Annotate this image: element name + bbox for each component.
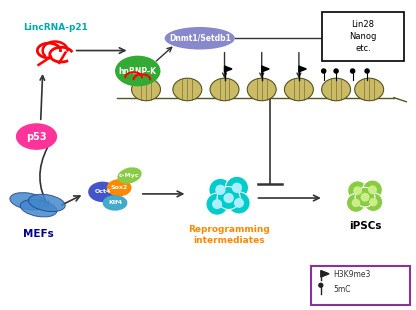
- Circle shape: [228, 192, 250, 214]
- Circle shape: [217, 187, 240, 210]
- Text: hnRNP-K: hnRNP-K: [119, 67, 157, 76]
- Circle shape: [364, 193, 383, 211]
- Text: iPSCs: iPSCs: [349, 220, 381, 231]
- Circle shape: [318, 283, 324, 288]
- Circle shape: [334, 69, 338, 73]
- Circle shape: [223, 193, 234, 203]
- Text: p53: p53: [26, 131, 47, 142]
- FancyBboxPatch shape: [311, 266, 411, 304]
- Circle shape: [232, 183, 242, 193]
- Ellipse shape: [107, 179, 131, 196]
- Ellipse shape: [173, 78, 202, 101]
- Circle shape: [363, 180, 382, 200]
- Circle shape: [355, 187, 375, 207]
- Ellipse shape: [115, 56, 161, 86]
- Polygon shape: [262, 66, 269, 72]
- Text: MEFs: MEFs: [23, 229, 54, 239]
- Circle shape: [348, 181, 367, 201]
- Text: c-Myc: c-Myc: [119, 173, 140, 178]
- Ellipse shape: [103, 195, 127, 211]
- Ellipse shape: [285, 78, 313, 101]
- Ellipse shape: [10, 193, 47, 210]
- Circle shape: [352, 199, 360, 207]
- Circle shape: [206, 193, 228, 215]
- Polygon shape: [225, 66, 232, 72]
- Circle shape: [353, 186, 362, 195]
- Ellipse shape: [28, 194, 65, 212]
- Circle shape: [234, 198, 244, 208]
- Text: Sox2: Sox2: [111, 185, 128, 190]
- Text: Klf4: Klf4: [108, 201, 122, 206]
- Circle shape: [209, 178, 232, 201]
- FancyBboxPatch shape: [322, 12, 404, 61]
- Polygon shape: [321, 271, 329, 277]
- Circle shape: [212, 199, 222, 209]
- Text: 5mC: 5mC: [333, 285, 351, 294]
- Ellipse shape: [16, 123, 57, 150]
- Text: H3K9me3: H3K9me3: [333, 270, 371, 279]
- Text: Dnmt1/Setdb1: Dnmt1/Setdb1: [169, 34, 231, 43]
- Circle shape: [368, 185, 377, 194]
- Text: Oct4: Oct4: [94, 189, 111, 194]
- Ellipse shape: [210, 78, 239, 101]
- Ellipse shape: [117, 167, 141, 184]
- Text: LincRNA-p21: LincRNA-p21: [22, 23, 87, 32]
- Ellipse shape: [247, 78, 276, 101]
- Circle shape: [365, 69, 369, 73]
- Circle shape: [225, 176, 248, 199]
- Circle shape: [322, 69, 326, 73]
- Circle shape: [351, 69, 355, 73]
- Ellipse shape: [165, 27, 235, 50]
- Ellipse shape: [322, 78, 351, 101]
- Ellipse shape: [20, 200, 57, 217]
- Circle shape: [215, 185, 225, 195]
- Ellipse shape: [355, 78, 384, 101]
- Ellipse shape: [88, 182, 117, 202]
- Text: Reprogramming
intermediates: Reprogramming intermediates: [188, 225, 270, 245]
- Circle shape: [361, 193, 369, 202]
- Circle shape: [369, 198, 378, 206]
- Text: Lin28
Nanog
etc.: Lin28 Nanog etc.: [349, 20, 376, 52]
- Ellipse shape: [131, 78, 161, 101]
- Polygon shape: [299, 66, 306, 72]
- Circle shape: [347, 193, 365, 212]
